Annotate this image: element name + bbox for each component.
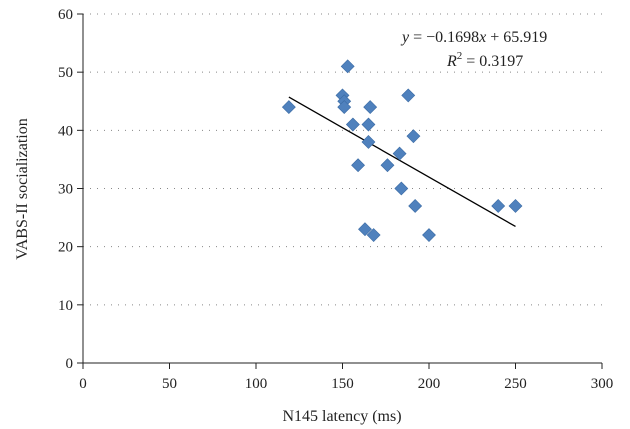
data-point bbox=[366, 228, 381, 242]
x-tick-label: 250 bbox=[504, 376, 527, 392]
y-tick-label: 50 bbox=[58, 65, 73, 81]
y-tick-label: 30 bbox=[58, 182, 73, 198]
data-point bbox=[491, 199, 506, 213]
eq-intercept: + 65.919 bbox=[486, 29, 547, 46]
y-tick-label: 10 bbox=[58, 298, 73, 314]
data-point bbox=[508, 199, 523, 213]
y-tick-label: 40 bbox=[58, 123, 73, 139]
trendline-group bbox=[288, 96, 516, 228]
trendline bbox=[288, 96, 516, 228]
y-tick-label: 0 bbox=[66, 356, 74, 372]
data-point bbox=[345, 117, 360, 132]
x-axis-title: N145 latency (ms) bbox=[282, 408, 401, 425]
data-point bbox=[361, 135, 376, 149]
eq-x: x bbox=[478, 29, 486, 46]
r-squared-label: R2 = 0.3197 bbox=[446, 50, 523, 70]
x-tick-label: 200 bbox=[418, 376, 441, 392]
data-point bbox=[392, 146, 407, 161]
data-point bbox=[358, 222, 372, 237]
trendline-equation: y = −0.1698x + 65.919 bbox=[400, 29, 547, 46]
data-point bbox=[422, 228, 436, 242]
data-point bbox=[340, 59, 355, 74]
r-value: = 0.3197 bbox=[462, 53, 523, 70]
data-points bbox=[281, 59, 523, 242]
data-point bbox=[337, 100, 352, 114]
x-tick-label: 150 bbox=[331, 376, 354, 392]
data-point bbox=[401, 88, 416, 103]
data-point bbox=[361, 117, 376, 132]
y-axis-title: VABS-II socialization bbox=[14, 118, 31, 259]
y-tick-label: 20 bbox=[58, 240, 73, 256]
x-tick-label: 100 bbox=[245, 376, 268, 392]
data-point bbox=[408, 199, 423, 213]
data-point bbox=[351, 158, 365, 173]
tick-labels: 0 10 20 30 40 50 60 0 50 100 150 200 250 300 bbox=[58, 7, 613, 392]
r-letter: R bbox=[446, 53, 457, 70]
y-tick-label: 60 bbox=[58, 7, 73, 23]
gridlines bbox=[83, 13, 602, 306]
eq-slope: = −0.1698 bbox=[409, 29, 479, 46]
x-tick-label: 50 bbox=[162, 376, 177, 392]
x-tick-label: 0 bbox=[79, 376, 87, 392]
r-superscript: 2 bbox=[457, 50, 463, 62]
data-point bbox=[281, 100, 296, 114]
eq-y: y bbox=[400, 29, 410, 46]
x-tick-label: 300 bbox=[591, 376, 614, 392]
data-point bbox=[380, 158, 395, 173]
data-point bbox=[363, 100, 378, 114]
data-point bbox=[394, 181, 409, 196]
axes bbox=[77, 13, 603, 369]
data-point bbox=[406, 129, 421, 144]
